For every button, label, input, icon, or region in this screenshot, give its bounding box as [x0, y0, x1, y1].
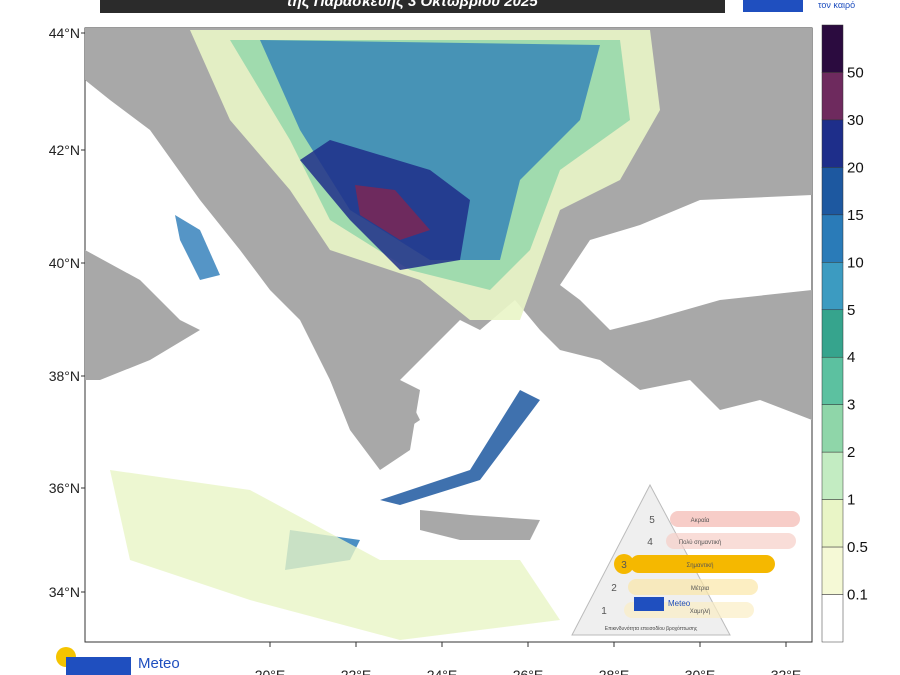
top-logo: τον καιρό	[743, 0, 855, 12]
colorbar-label: 50	[847, 64, 864, 81]
colorbar-swatch	[821, 404, 844, 453]
risk-band	[630, 555, 775, 573]
lon-label: 30°E	[685, 667, 716, 675]
risk-caption: Επικινδυνότητα επεισοδίου βροχόπτωσης	[605, 625, 698, 632]
risk-number: 5	[649, 515, 655, 526]
title-bar	[100, 0, 725, 13]
colorbar-swatch	[821, 546, 844, 595]
colorbar-label: 15	[847, 207, 864, 224]
colorbar-swatch	[821, 214, 844, 263]
rain-area	[110, 470, 560, 640]
colorbar-label: 5	[847, 302, 855, 319]
risk-label: Πολύ σημαντική	[679, 539, 721, 546]
lat-label: 36°N	[49, 480, 80, 496]
risk-number: 4	[647, 537, 653, 548]
logo-text: τον καιρό	[818, 0, 855, 10]
colorbar-label: 0.5	[847, 539, 868, 556]
lat-label: 38°N	[49, 368, 80, 384]
lat-label: 40°N	[49, 255, 80, 271]
risk-logo	[634, 597, 664, 611]
lat-label: 34°N	[49, 584, 80, 600]
rain-area	[260, 40, 600, 260]
rain-area	[380, 390, 540, 505]
colorbar: 50 30 20 15 10 5 4 3 2 1 0.5 0.1	[821, 24, 868, 643]
colorbar-swatch	[821, 451, 844, 500]
risk-badge	[614, 554, 634, 574]
colorbar-label: 2	[847, 444, 855, 461]
colorbar-swatch	[821, 262, 844, 311]
lon-label: 24°E	[427, 667, 458, 675]
risk-label: Χαμηλή	[690, 608, 711, 615]
colorbar-swatch	[821, 119, 844, 168]
title: της Παρασκευής 3 Οκτωβρίου 2025	[286, 0, 538, 10]
footer-brand: Meteo	[138, 655, 180, 672]
colorbar-swatch	[821, 499, 844, 548]
risk-band	[670, 511, 800, 527]
colorbar-swatch	[821, 309, 844, 358]
lon-label: 26°E	[513, 667, 544, 675]
colorbar-swatch	[821, 24, 844, 73]
lon-label: 28°E	[599, 667, 630, 675]
lon-labels: 20°E 22°E 24°E 26°E 28°E 30°E 32°E	[255, 642, 802, 675]
risk-number: 1	[601, 606, 607, 617]
rain-area	[175, 215, 220, 280]
risk-legend: 5 Ακραία 4 Πολύ σημαντική 3 Σημαντική 2 Μέτρια 1…	[571, 483, 800, 636]
risk-number: 3	[621, 560, 627, 571]
risk-label: Σημαντική	[686, 562, 713, 569]
risk-label: Μέτρια	[691, 585, 710, 592]
rain-area	[355, 185, 430, 240]
colorbar-label: 1	[847, 492, 855, 509]
land	[330, 370, 420, 470]
risk-label: Ακραία	[691, 518, 710, 524]
lon-label: 22°E	[341, 667, 372, 675]
risk-band	[628, 579, 758, 595]
land	[420, 510, 540, 540]
lat-label: 44°N	[49, 25, 80, 41]
colorbar-swatch	[821, 594, 844, 643]
risk-band	[666, 533, 796, 549]
colorbar-label: 30	[847, 112, 864, 129]
colorbar-swatch	[821, 356, 844, 405]
colorbar-label: 10	[847, 254, 864, 271]
lat-labels: 44°N 42°N 40°N 38°N 36°N 34°N	[49, 25, 85, 600]
footer-logo: Meteo	[56, 647, 180, 675]
risk-number: 2	[611, 583, 617, 594]
lat-label: 42°N	[49, 142, 80, 158]
colorbar-label: 3	[847, 397, 855, 414]
risk-brand: Meteo	[668, 599, 691, 608]
colorbar-label: 0.1	[847, 587, 868, 604]
colorbar-label: 4	[847, 349, 855, 366]
colorbar-label: 20	[847, 159, 864, 176]
land	[85, 250, 200, 380]
lon-label: 20°E	[255, 667, 286, 675]
lon-label: 32°E	[771, 667, 802, 675]
colorbar-swatch	[821, 72, 844, 121]
colorbar-swatch	[821, 167, 844, 216]
